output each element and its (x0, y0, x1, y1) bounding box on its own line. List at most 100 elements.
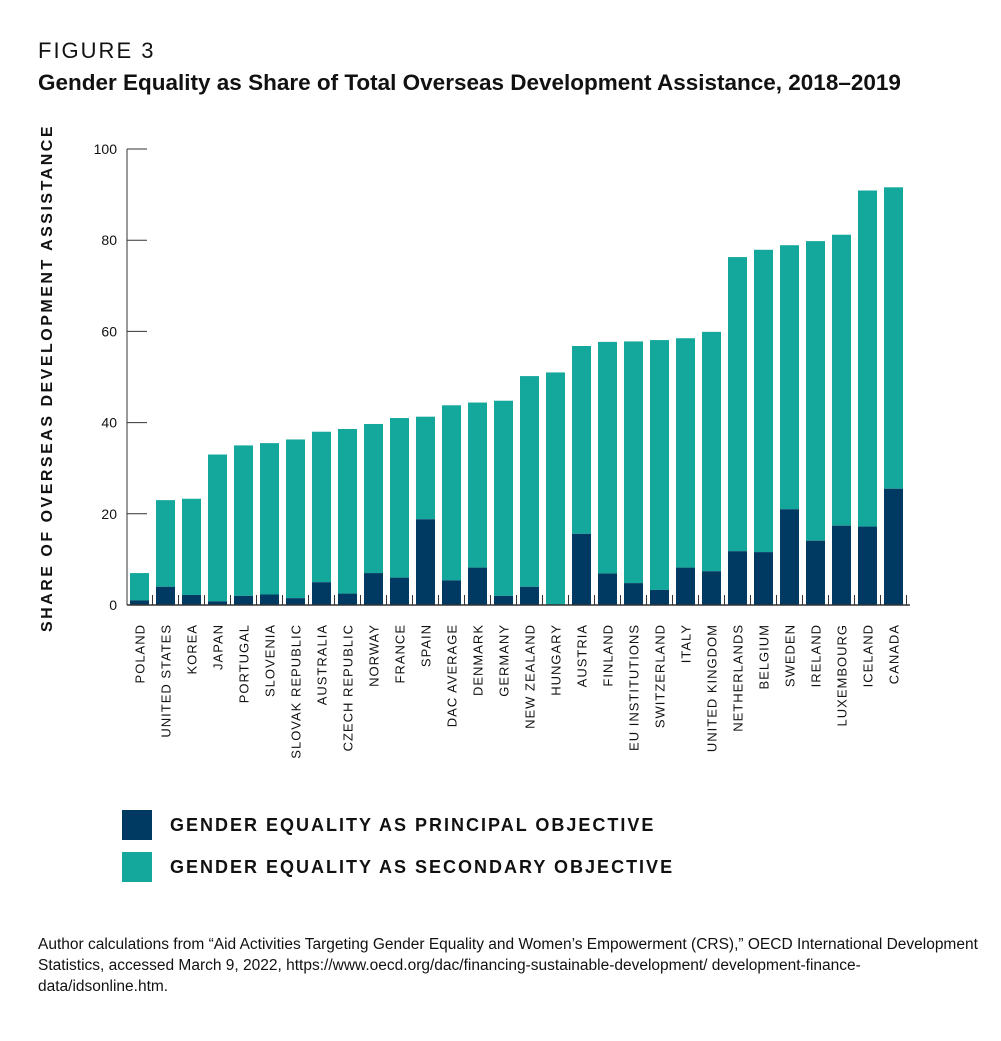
x-tick-label: GERMANY (497, 624, 512, 697)
x-tick-label: POLAND (133, 624, 148, 683)
bar-secondary (702, 331, 721, 572)
bar-secondary (260, 443, 279, 595)
x-tick-label: ICELAND (861, 624, 876, 687)
bar-principal (260, 594, 279, 605)
x-tick-label: CZECH REPUBLIC (341, 624, 356, 751)
y-tick-label: 20 (101, 506, 117, 522)
x-tick-label: NORWAY (367, 624, 382, 687)
bar-secondary (130, 573, 149, 601)
x-tick-label: SLOVAK REPUBLIC (289, 624, 304, 759)
bar-secondary (572, 345, 591, 534)
x-tick-label: BELGIUM (757, 624, 772, 690)
legend-label-secondary: GENDER EQUALITY AS SECONDARY OBJECTIVE (170, 856, 675, 877)
bar-principal (598, 573, 617, 605)
bar-principal (676, 567, 695, 605)
bar-principal (884, 488, 903, 605)
y-tick-label: 40 (101, 415, 117, 431)
x-tick-label: NETHERLANDS (731, 624, 746, 732)
bar-secondary (780, 245, 799, 510)
x-tick-label: EU INSTITUTIONS (627, 624, 642, 751)
bar-principal (182, 594, 201, 605)
x-tick-label: SLOVENIA (263, 624, 278, 697)
bar-secondary (676, 338, 695, 568)
x-tick-label: DENMARK (471, 624, 486, 696)
y-axis-label: SHARE OF OVERSEAS DEVELOPMENT ASSISTANCE (39, 124, 56, 632)
bar-secondary (156, 500, 175, 587)
x-tick-label: NEW ZEALAND (523, 624, 538, 729)
bar-secondary (806, 241, 825, 541)
bar-secondary (832, 234, 851, 526)
bar-secondary (208, 454, 227, 602)
x-tick-label: PORTUGAL (237, 624, 252, 703)
bar-principal (312, 582, 331, 605)
bar-principal (572, 533, 591, 605)
x-tick-label: HUNGARY (549, 624, 564, 696)
x-tick-label: JAPAN (211, 624, 226, 670)
x-tick-label: UNITED STATES (159, 624, 174, 738)
bar-secondary (754, 249, 773, 553)
figure-label: FIGURE 3 (38, 38, 156, 63)
bar-principal (234, 595, 253, 605)
y-tick-label: 100 (94, 141, 118, 157)
x-tick-label: FRANCE (393, 624, 408, 683)
bar-principal (338, 593, 357, 605)
x-tick-label: SPAIN (419, 624, 434, 667)
bar-principal (364, 573, 383, 605)
y-tick-label: 0 (109, 597, 117, 613)
bar-secondary (884, 187, 903, 489)
x-tick-label: ITALY (679, 624, 694, 663)
bar-principal (728, 551, 747, 605)
bar-principal (702, 571, 721, 605)
bar-secondary (234, 445, 253, 596)
x-tick-label: KOREA (185, 624, 200, 675)
bar-secondary (416, 416, 435, 520)
y-tick-label: 60 (101, 323, 117, 339)
bar-principal (130, 600, 149, 605)
bar-secondary (546, 372, 565, 605)
x-tick-label: UNITED KINGDOM (705, 624, 720, 752)
y-tick-label: 80 (101, 232, 117, 248)
bar-principal (208, 601, 227, 605)
x-tick-label: AUSTRIA (575, 624, 590, 687)
bar-secondary (312, 431, 331, 583)
bar-secondary (442, 405, 461, 581)
bar-secondary (364, 423, 383, 574)
bar-principal (858, 526, 877, 605)
bar-principal (442, 580, 461, 605)
x-tick-label: SWITZERLAND (653, 624, 668, 728)
legend-item-principal: GENDER EQUALITY AS PRINCIPAL OBJECTIVE (122, 810, 655, 840)
x-tick-label: IRELAND (809, 624, 824, 687)
bar-principal (650, 589, 669, 605)
x-tick-label: SWEDEN (783, 624, 798, 687)
bar-secondary (520, 376, 539, 587)
bar-secondary (598, 341, 617, 574)
x-tick-label: DAC AVERAGE (445, 624, 460, 727)
chart-title: Gender Equality as Share of Total Overse… (38, 70, 901, 95)
bar-principal (416, 519, 435, 605)
legend-label-principal: GENDER EQUALITY AS PRINCIPAL OBJECTIVE (170, 814, 656, 835)
bar-principal (390, 577, 409, 605)
chart: 0 20 40 60 80 100 SHARE OF OVERSEAS DEVELOPMEN… (39, 124, 910, 759)
bar-principal (286, 598, 305, 605)
source-note: Author calculations from “Aid Activities… (38, 936, 978, 995)
x-tick-label: FINLAND (601, 624, 616, 687)
bar-principal (624, 583, 643, 605)
bar-secondary (182, 498, 201, 595)
x-tick-label: AUSTRALIA (315, 624, 330, 705)
legend-item-secondary: GENDER EQUALITY AS SECONDARY OBJECTIVE (122, 852, 674, 882)
bar-principal (780, 509, 799, 605)
legend-swatch-principal (122, 810, 152, 840)
bar-principal (520, 586, 539, 605)
bar-principal (156, 586, 175, 605)
bar-secondary (728, 257, 747, 552)
bar-secondary (624, 341, 643, 584)
bar-secondary (338, 428, 357, 594)
bar-secondary (650, 340, 669, 590)
x-tick-label: LUXEMBOURG (835, 624, 850, 726)
bar-principal (468, 567, 487, 605)
bar-secondary (468, 402, 487, 568)
bar-secondary (286, 439, 305, 599)
x-tick-label: CANADA (887, 624, 902, 684)
bar-principal (754, 552, 773, 605)
legend-swatch-secondary (122, 852, 152, 882)
